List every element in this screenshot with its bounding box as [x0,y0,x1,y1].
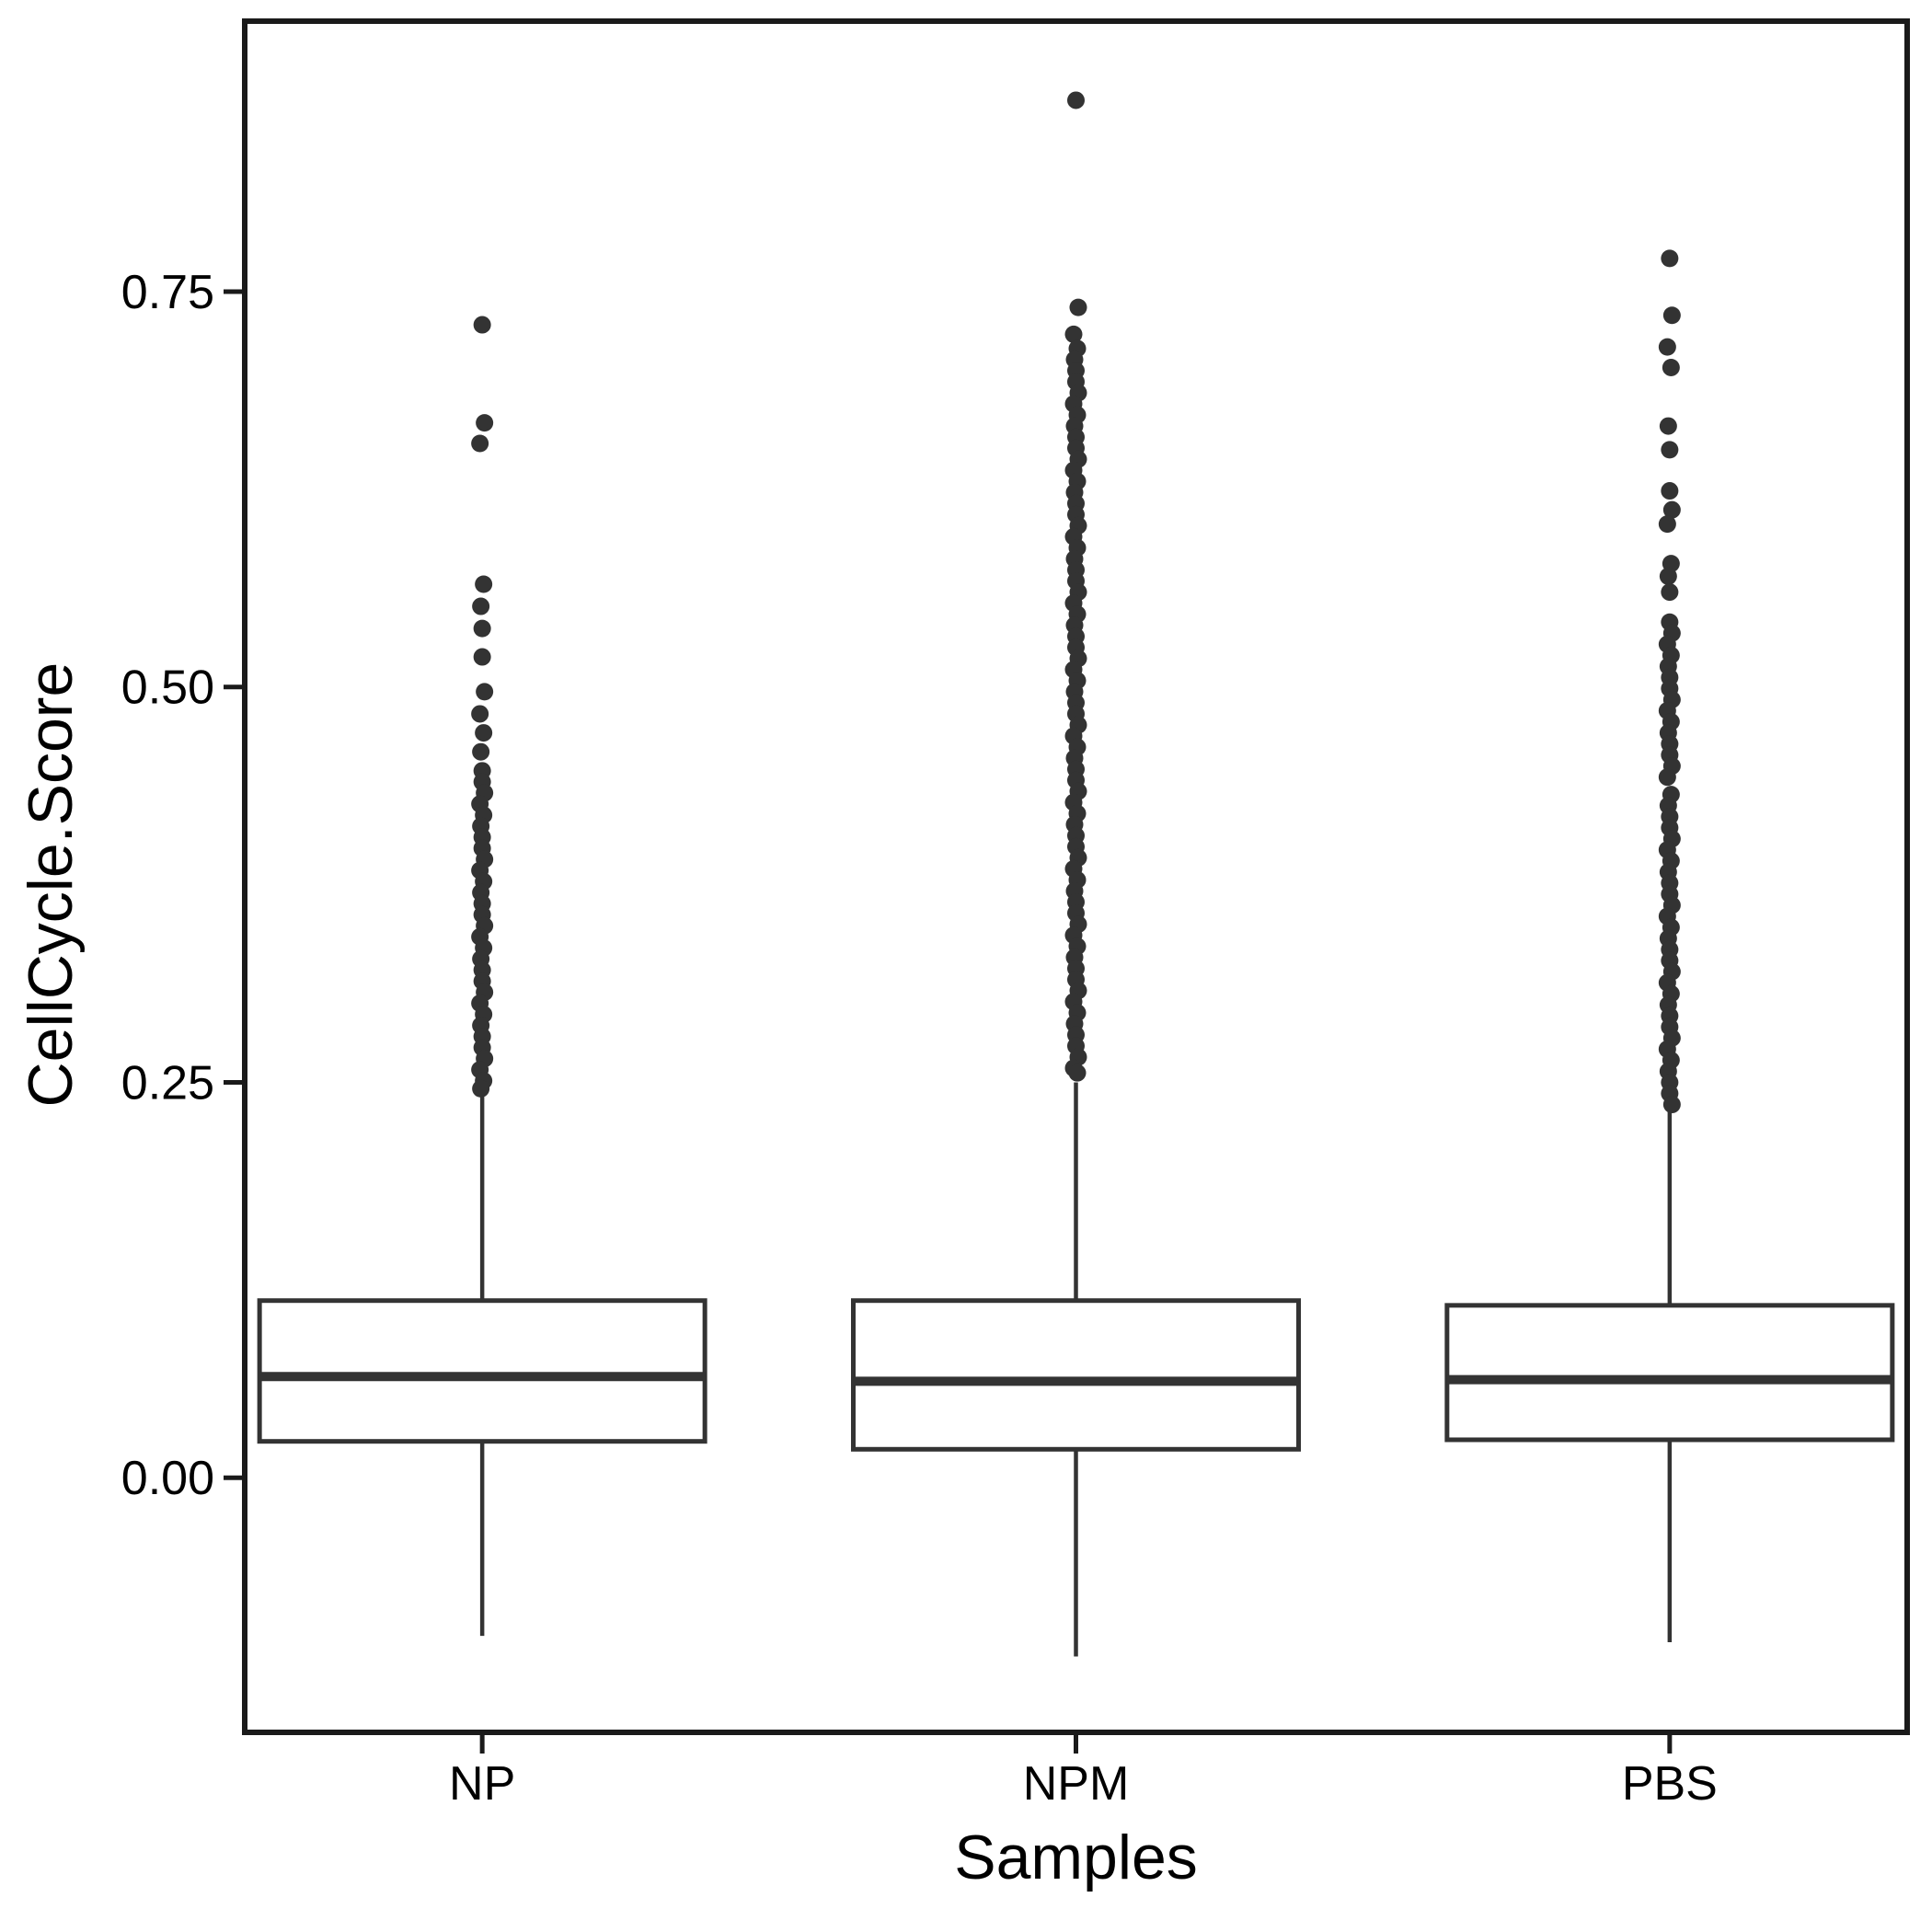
y-axis-title: CellCycle.Score [16,662,86,1108]
x-axis-title: Samples [954,1823,1198,1892]
outlier-point [475,575,493,593]
outlier-point [1658,768,1676,787]
outlier-point [1662,1096,1681,1114]
box-group-NP [257,316,707,1637]
outlier-point [1661,583,1679,602]
outlier-point [1662,306,1681,325]
outlier-point [1064,325,1083,343]
outlier-point [1661,482,1679,500]
outlier-point [473,619,491,638]
outlier-point [1662,358,1680,376]
box-group-NPM [850,91,1302,1657]
outlier-point [1068,1064,1087,1082]
outlier-point [472,742,490,761]
x-tick-label-PBS: PBS [1622,1757,1718,1811]
outlier-point [476,683,494,701]
outlier-point [1658,515,1676,534]
plot-panel-border [242,18,1910,1735]
outlier-point [1658,338,1676,356]
iqr-box [257,1298,707,1444]
outlier-point [1069,298,1087,316]
outlier-point [1659,567,1677,585]
iqr-box [850,1298,1302,1452]
x-tick-label-NP: NP [449,1757,515,1811]
outlier-point [1067,91,1085,109]
outlier-point [473,648,491,666]
outlier-point [476,414,494,432]
outlier-point [472,597,490,615]
outlier-point [473,316,491,334]
outlier-point [471,705,489,723]
outlier-point [472,1079,490,1098]
outlier-point [1662,500,1681,519]
outlier-point [1661,249,1679,268]
y-tick-label: 0.75 [121,266,214,319]
outlier-point [1659,417,1677,435]
iqr-box [1444,1303,1895,1443]
outlier-point [471,434,489,453]
y-tick-label: 0.50 [121,661,214,715]
y-tick-label: 0.25 [121,1056,214,1110]
x-tick-label-NPM: NPM [1023,1757,1130,1811]
box-group-PBS [1444,249,1895,1643]
outlier-point [1661,441,1679,459]
y-tick-label: 0.00 [121,1452,214,1505]
outlier-point [475,724,493,742]
